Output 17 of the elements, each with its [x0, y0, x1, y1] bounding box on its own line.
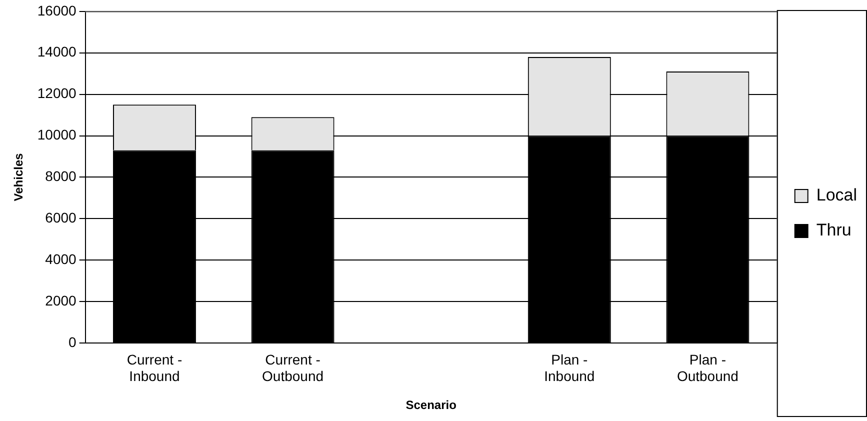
- y-axis-title: Vehicles: [12, 152, 26, 202]
- x-tick-label: Plan - Inbound: [544, 351, 595, 384]
- x-axis-title: Scenario: [406, 398, 456, 412]
- legend-label: Local: [816, 186, 857, 205]
- legend-label: Thru: [816, 220, 852, 240]
- x-tick-label: Current - Outbound: [262, 351, 324, 384]
- x-tick-label: Current - Inbound: [126, 351, 182, 384]
- y-tick-label: 2000: [45, 292, 77, 308]
- y-tick-label: 12000: [37, 85, 77, 102]
- x-tick-label: Plan - Outbound: [676, 351, 738, 384]
- y-tick-label: 6000: [45, 210, 77, 226]
- y-tick-label: 8000: [45, 168, 77, 184]
- y-tick-label: 4000: [45, 250, 77, 267]
- y-tick-label: 14000: [37, 44, 77, 60]
- y-tick-label: 0: [68, 334, 77, 350]
- y-tick-label: 16000: [37, 2, 77, 18]
- y-tick-label: 10000: [37, 126, 77, 143]
